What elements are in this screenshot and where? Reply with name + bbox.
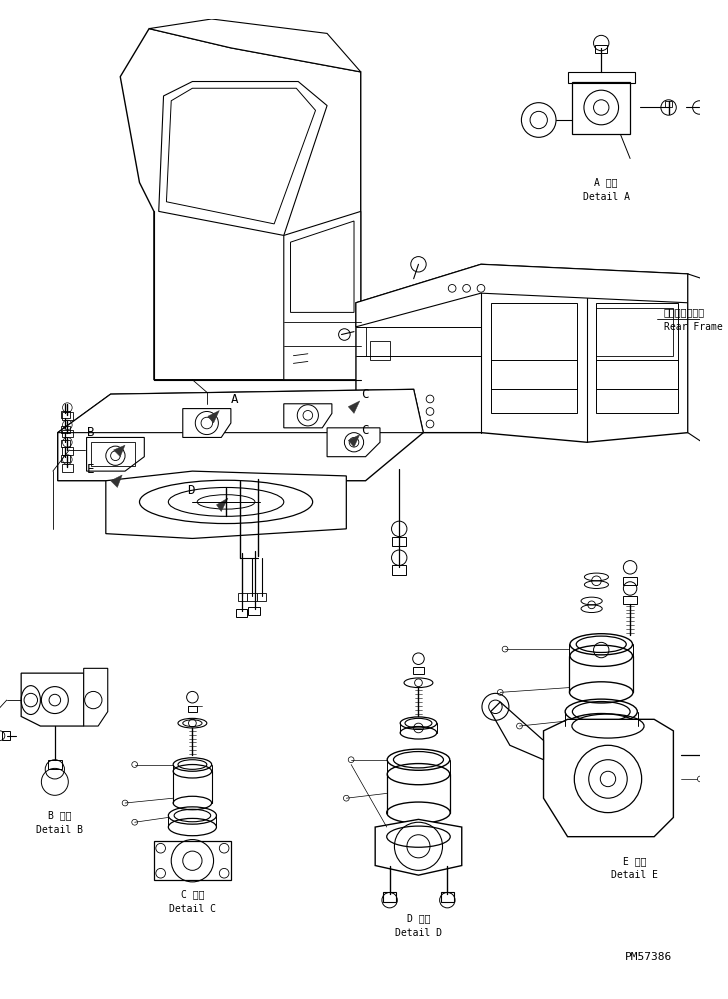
Polygon shape xyxy=(216,499,228,511)
Bar xyxy=(440,892,454,902)
Bar xyxy=(413,667,424,674)
Text: C: C xyxy=(361,388,368,401)
Bar xyxy=(62,465,73,473)
Bar xyxy=(60,426,70,433)
Polygon shape xyxy=(84,668,108,726)
Polygon shape xyxy=(149,19,361,72)
Polygon shape xyxy=(21,673,84,726)
Bar xyxy=(62,430,73,438)
Bar xyxy=(48,759,62,769)
Text: Detail E: Detail E xyxy=(612,870,658,880)
Text: D: D xyxy=(188,484,195,497)
Bar xyxy=(491,361,577,414)
Polygon shape xyxy=(111,475,122,488)
Polygon shape xyxy=(159,82,327,236)
Bar xyxy=(703,769,716,778)
Bar xyxy=(60,412,70,419)
Bar xyxy=(383,892,396,902)
Polygon shape xyxy=(327,428,380,457)
Polygon shape xyxy=(375,819,462,875)
Bar xyxy=(596,308,673,356)
Polygon shape xyxy=(106,472,347,538)
Polygon shape xyxy=(356,265,688,443)
Bar xyxy=(596,303,678,390)
Polygon shape xyxy=(290,221,354,313)
Bar xyxy=(596,45,607,53)
Bar xyxy=(62,448,73,455)
Bar xyxy=(392,565,406,575)
Bar xyxy=(596,361,678,414)
Bar xyxy=(568,72,635,84)
Text: C 詳細: C 詳細 xyxy=(181,889,204,899)
Bar xyxy=(623,596,637,603)
Text: A 詳細: A 詳細 xyxy=(594,178,618,188)
Bar xyxy=(236,608,248,617)
Polygon shape xyxy=(348,435,360,448)
Bar xyxy=(491,303,577,390)
Polygon shape xyxy=(348,401,360,414)
Polygon shape xyxy=(154,841,231,880)
Text: Rear Frame: Rear Frame xyxy=(664,322,722,332)
Bar xyxy=(572,82,630,135)
Text: Detail B: Detail B xyxy=(36,825,83,835)
Polygon shape xyxy=(544,719,673,837)
Bar xyxy=(60,455,70,462)
Bar xyxy=(392,536,406,546)
Bar xyxy=(257,593,266,601)
Polygon shape xyxy=(120,29,361,380)
Text: PM57386: PM57386 xyxy=(625,952,673,962)
Bar xyxy=(188,706,197,711)
Bar xyxy=(248,593,257,601)
Bar xyxy=(60,441,70,448)
Bar xyxy=(62,413,73,421)
Text: E: E xyxy=(87,463,94,476)
Polygon shape xyxy=(87,438,144,472)
Text: Detail A: Detail A xyxy=(582,192,630,202)
Polygon shape xyxy=(688,274,703,443)
Polygon shape xyxy=(58,390,423,433)
Polygon shape xyxy=(284,212,361,380)
Bar xyxy=(2,731,9,740)
Bar xyxy=(371,342,389,361)
Text: Detail C: Detail C xyxy=(169,904,216,914)
Bar xyxy=(237,593,248,601)
Polygon shape xyxy=(183,409,231,438)
Text: C: C xyxy=(361,425,368,438)
Text: Detail D: Detail D xyxy=(395,928,442,938)
Polygon shape xyxy=(491,702,544,759)
Polygon shape xyxy=(167,88,315,224)
Bar xyxy=(665,101,673,107)
Text: リヤーフレーム: リヤーフレーム xyxy=(664,308,705,318)
Polygon shape xyxy=(114,446,125,457)
Text: B: B xyxy=(87,427,94,440)
Polygon shape xyxy=(356,265,688,327)
Text: D 詳細: D 詳細 xyxy=(407,913,430,923)
Bar xyxy=(248,606,260,615)
Text: E 詳細: E 詳細 xyxy=(623,856,646,866)
Bar xyxy=(92,443,135,467)
Polygon shape xyxy=(284,404,332,428)
Bar xyxy=(623,577,637,584)
Polygon shape xyxy=(207,411,219,423)
Text: B 詳細: B 詳細 xyxy=(48,810,71,820)
Text: A: A xyxy=(231,394,238,407)
Polygon shape xyxy=(58,390,423,481)
